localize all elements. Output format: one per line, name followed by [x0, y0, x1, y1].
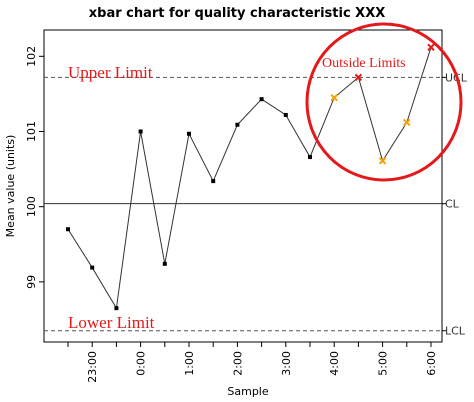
point-15 [427, 43, 435, 51]
point-9 [283, 112, 288, 117]
cl-label: CL [445, 198, 460, 211]
x-tick-label-4:00: 4:00 [328, 351, 341, 376]
y-tick-label-100: 100 [25, 196, 38, 217]
x-tick-label-0:00: 0:00 [135, 351, 148, 376]
point-12-stroke-b [354, 73, 363, 82]
series-group [66, 43, 435, 311]
point-13 [378, 157, 387, 165]
plot-frame [43, 29, 443, 343]
point-14 [403, 118, 411, 127]
point-15-stroke-b [427, 43, 435, 51]
point-12 [354, 73, 363, 82]
x-tick-label-6:00: 6:00 [425, 351, 438, 376]
point-0 [66, 227, 70, 232]
series-line [67, 47, 432, 310]
lower-limit-annotation: Lower Limit [68, 313, 155, 332]
point-6 [211, 179, 216, 184]
outside-limits-annotation: Outside Limits [322, 56, 406, 71]
x-tick-label-2:00: 2:00 [231, 351, 244, 376]
lcl-label: LCL [445, 325, 466, 338]
point-11 [330, 93, 338, 102]
point-5 [187, 131, 191, 136]
x-axis-label: Sample [227, 385, 268, 398]
point-2 [114, 306, 119, 311]
outside-limits-circle [305, 22, 463, 182]
point-8 [259, 97, 264, 102]
point-4 [162, 261, 167, 266]
point-3 [138, 129, 143, 134]
x-axis: 23:00 0:00 1:00 2:00 3:00 4:00 5:00 6:00 [67, 342, 438, 383]
y-axis-label: Mean value (units) [4, 135, 17, 238]
x-tick-label-5:00: 5:00 [377, 351, 390, 376]
point-14-stroke-b [403, 118, 411, 127]
y-tick-label-102: 102 [25, 46, 38, 67]
point-13-stroke-b [378, 157, 387, 165]
x-tick-label-23:00: 23:00 [86, 351, 99, 383]
y-axis: 99 100 101 102 [25, 46, 44, 289]
point-1 [90, 265, 95, 270]
chart-title: xbar chart for quality characteristic XX… [89, 6, 386, 21]
y-tick-label-101: 101 [25, 121, 38, 142]
x-tick-label-1:00: 1:00 [183, 351, 196, 376]
x-tick-label-3:00: 3:00 [280, 351, 293, 376]
y-tick-label-99: 99 [25, 275, 38, 289]
point-7 [235, 122, 240, 127]
point-11-stroke-b [330, 93, 338, 102]
upper-limit-annotation: Upper Limit [68, 63, 153, 82]
point-10 [308, 155, 312, 160]
